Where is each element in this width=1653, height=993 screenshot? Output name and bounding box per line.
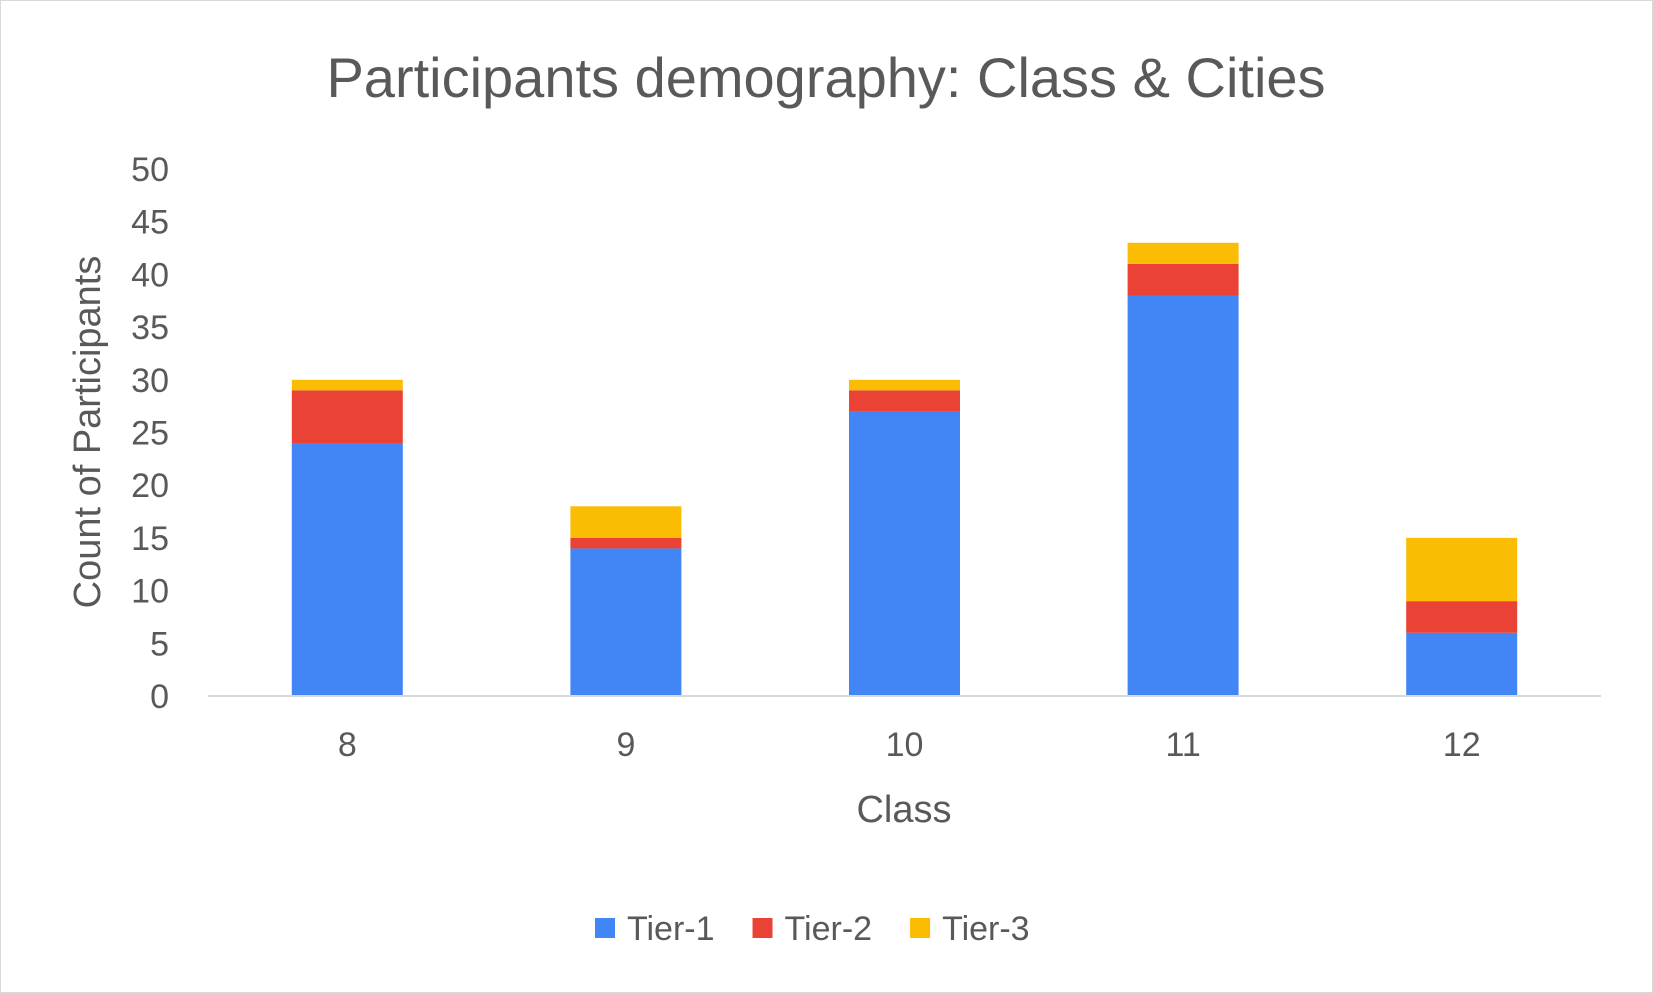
y-tick-label: 20: [131, 467, 169, 505]
legend-label-tier-3: Tier-3: [942, 910, 1030, 948]
y-tick-label: 35: [131, 309, 169, 347]
x-tick-label: 10: [886, 726, 924, 764]
bar-segment-tier-3-class-9: [570, 506, 682, 538]
legend-swatch-tier-3: [910, 918, 931, 938]
bar-segment-tier-2-class-9: [570, 537, 682, 549]
bar-segment-tier-1-class-12: [1406, 632, 1518, 696]
bar-segment-tier-1-class-10: [849, 411, 960, 696]
y-axis-title: Count of Participants: [67, 256, 109, 609]
legend-swatch-tier-1: [595, 918, 615, 938]
y-tick-label: 30: [131, 362, 169, 400]
legend-swatch-tier-2: [752, 918, 773, 938]
y-tick-label: 40: [131, 256, 169, 294]
bar-segment-tier-3-class-10: [849, 379, 960, 391]
y-tick-label: 50: [131, 151, 169, 189]
x-axis-ticks: 8 9 10 11 12: [338, 726, 1481, 764]
y-tick-label: 15: [131, 520, 169, 558]
bar-segment-tier-1-class-9: [570, 548, 682, 696]
legend-label-tier-1: Tier-1: [627, 910, 715, 948]
bar-segment-tier-3-class-11: [1127, 242, 1239, 264]
x-tick-label: 12: [1443, 726, 1481, 764]
bar-segment-tier-2-class-12: [1406, 601, 1518, 633]
bar-segment-tier-2-class-10: [849, 390, 960, 412]
x-tick-label: 8: [338, 726, 357, 764]
bars-group: [291, 242, 1518, 696]
legend: Tier-1 Tier-2 Tier-3: [595, 910, 1030, 948]
bar-segment-tier-2-class-8: [291, 390, 403, 444]
y-axis-ticks: 0 5 10 15 20 25 30 35 40 45 50: [131, 151, 169, 716]
x-tick-label: 11: [1165, 726, 1200, 764]
chart-title: Participants demography: Class & Cities: [326, 46, 1325, 109]
x-tick-label: 9: [616, 726, 635, 764]
y-tick-label: 10: [131, 573, 169, 611]
y-tick-label: 5: [150, 625, 169, 663]
y-tick-label: 0: [150, 678, 169, 716]
bar-segment-tier-1-class-8: [291, 443, 403, 696]
y-tick-label: 25: [131, 415, 169, 453]
x-axis-title: Class: [856, 789, 951, 831]
bar-segment-tier-2-class-11: [1127, 263, 1239, 296]
bar-segment-tier-3-class-8: [291, 379, 403, 391]
bar-segment-tier-1-class-11: [1127, 295, 1239, 696]
y-tick-label: 45: [131, 204, 169, 242]
legend-label-tier-2: Tier-2: [785, 910, 873, 948]
bar-segment-tier-3-class-12: [1406, 537, 1518, 602]
